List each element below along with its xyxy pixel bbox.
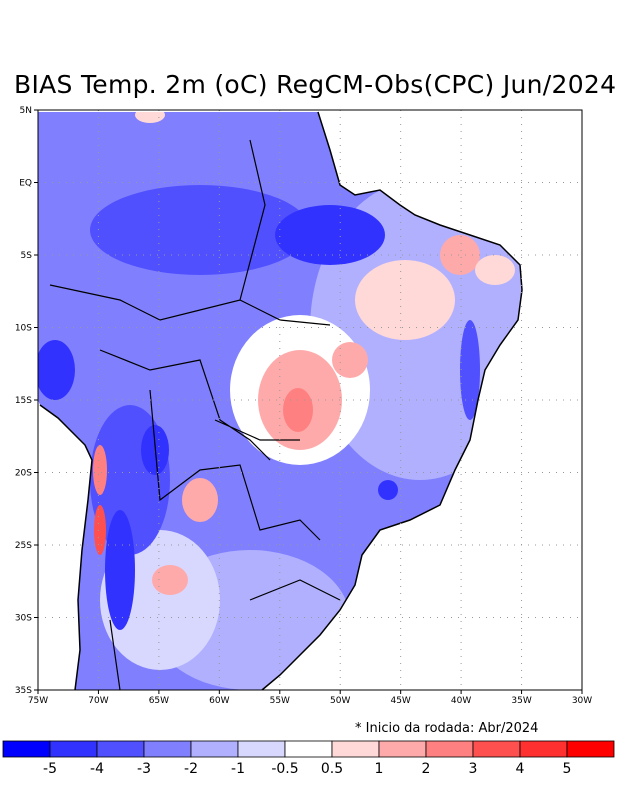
lon-label: 40W — [451, 696, 471, 706]
colorbar-label: -5 — [43, 761, 57, 777]
run-start-note: * Inicio da rodada: Abr/2024 — [355, 721, 539, 736]
coastline — [39, 111, 523, 691]
lon-label: 50W — [330, 696, 350, 706]
colorbar-swatch — [2, 740, 51, 758]
map-title: BIAS Temp. 2m (oC) RegCM-Obs(CPC) Jun/20… — [14, 70, 617, 99]
lon-label: 75W — [28, 696, 48, 706]
lat-label: 25S — [15, 541, 32, 551]
lat-label: 5S — [21, 251, 33, 261]
colorbar-swatch — [96, 740, 145, 758]
lon-label: 45W — [390, 696, 410, 706]
lon-label: 65W — [149, 696, 169, 706]
colorbar-label: -2 — [184, 761, 198, 777]
lat-label: 10S — [15, 324, 32, 334]
lon-label: 60W — [209, 696, 229, 706]
colorbar: -5 -4 -3 -2 -1 -0.5 0.5 1 2 3 4 5 — [2, 740, 615, 777]
lat-label: EQ — [19, 179, 32, 189]
colorbar-swatch — [425, 740, 474, 758]
colorbar-swatch — [472, 740, 521, 758]
colorbar-label: -1 — [231, 761, 245, 777]
lon-label: 55W — [270, 696, 290, 706]
lon-label: 30W — [572, 696, 592, 706]
colorbar-label: 2 — [422, 761, 431, 777]
colorbar-swatch — [519, 740, 568, 758]
colorbar-label: 3 — [469, 761, 478, 777]
lon-label: 35W — [511, 696, 531, 706]
colorbar-label: 0.5 — [321, 761, 343, 777]
lat-label: 35S — [15, 686, 32, 696]
lat-label: 15S — [15, 396, 32, 406]
grid-lines — [38, 110, 582, 690]
colorbar-label: 5 — [563, 761, 572, 777]
lat-label: 5N — [20, 106, 32, 116]
colorbar-label: -3 — [137, 761, 151, 777]
colorbar-swatch — [284, 740, 333, 758]
colorbar-swatch — [143, 740, 192, 758]
colorbar-swatch — [378, 740, 427, 758]
colorbar-swatch — [190, 740, 239, 758]
colorbar-label: 1 — [375, 761, 384, 777]
colorbar-swatch — [49, 740, 98, 758]
lat-label: 30S — [15, 614, 32, 624]
colorbar-swatch — [237, 740, 286, 758]
country-borders — [49, 139, 341, 691]
colorbar-label: -4 — [90, 761, 104, 777]
colorbar-swatch — [331, 740, 380, 758]
lon-axis: 75W 70W 65W 60W 55W 50W 45W 40W 35W 30W — [28, 690, 592, 706]
colorbar-swatch — [566, 740, 615, 758]
colorbar-label: 4 — [516, 761, 525, 777]
lon-label: 70W — [88, 696, 108, 706]
lat-label: 20S — [15, 469, 32, 479]
colorbar-label: -0.5 — [271, 761, 298, 777]
lat-axis: 5N EQ 5S 10S 15S 20S 25S 30S 35S — [15, 106, 38, 696]
bias-field — [38, 112, 522, 690]
